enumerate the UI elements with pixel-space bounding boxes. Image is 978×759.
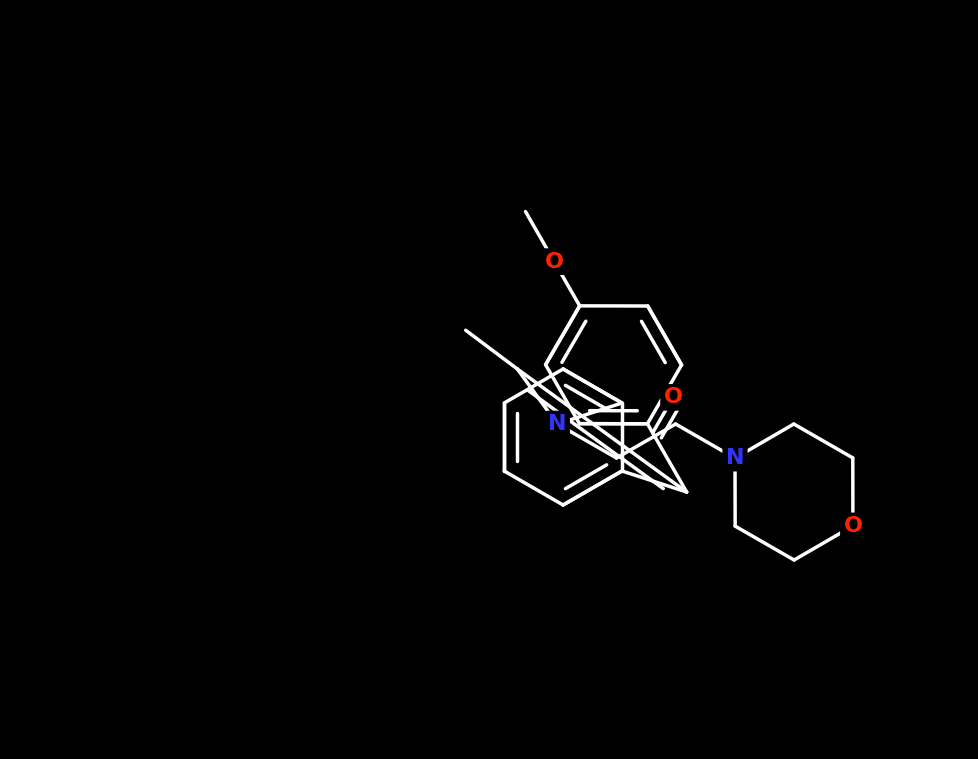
Text: O: O bbox=[843, 516, 862, 536]
Text: O: O bbox=[663, 387, 682, 408]
Text: N: N bbox=[725, 448, 743, 468]
Text: O: O bbox=[544, 252, 563, 272]
Text: N: N bbox=[548, 414, 566, 434]
